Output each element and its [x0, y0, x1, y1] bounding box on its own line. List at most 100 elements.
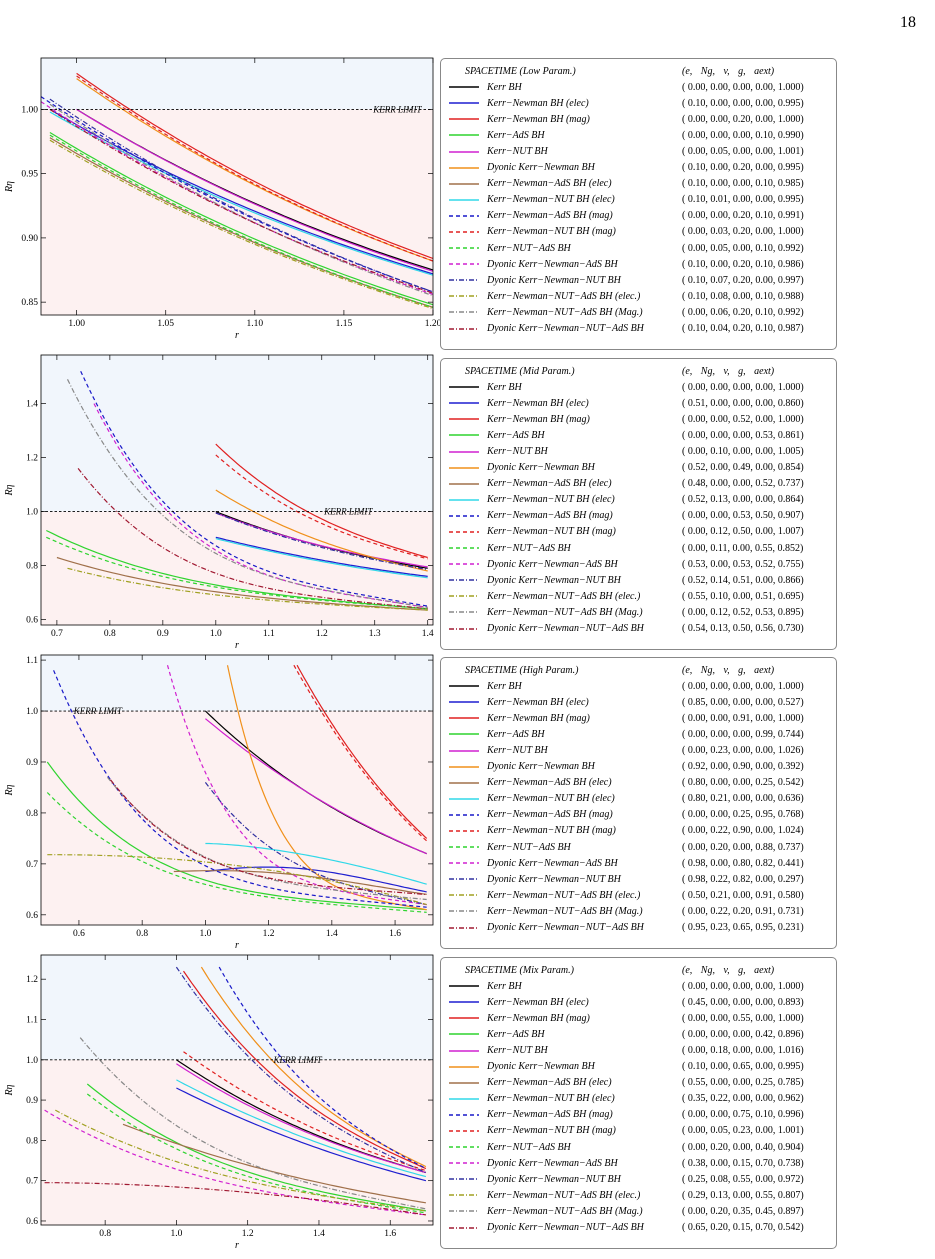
legend-entry-name: Kerr−Newman−NUT−AdS BH (Mag.): [487, 306, 643, 318]
legend-entry-name: Kerr−NUT BH: [487, 146, 548, 158]
y-tick-label: 0.90: [21, 234, 38, 244]
legend-entry-params: ( 0.85, 0.00, 0.00, 0.00, 0.527): [682, 696, 804, 708]
legend-entry: Kerr BH ( 0.00, 0.00, 0.00, 0.00, 1.000): [447, 79, 830, 95]
legend-entry-params: ( 0.00, 0.00, 0.52, 0.00, 1.000): [682, 413, 804, 425]
legend-entry-params: ( 0.10, 0.01, 0.00, 0.00, 0.995): [682, 194, 804, 206]
x-tick-label: 1.4: [422, 629, 434, 639]
legend-entry-params: ( 0.45, 0.00, 0.00, 0.00, 0.893): [682, 996, 804, 1008]
legend-entry-name: Kerr−NUT−AdS BH: [487, 242, 571, 254]
legend-swatch: [449, 327, 479, 330]
series-line: [49, 139, 433, 310]
legend-swatch: [449, 263, 479, 265]
series-line: [215, 536, 428, 577]
legend-swatch: [449, 1082, 479, 1084]
legend-entry: Dyonic Kerr−Newman BH ( 0.52, 0.00, 0.49,…: [447, 460, 830, 476]
legend-entry-name: Kerr−Newman−AdS BH (mag): [487, 510, 613, 522]
legend-swatch: [449, 1098, 479, 1100]
legend-swatch: [449, 765, 479, 768]
legend-swatch: [449, 830, 479, 832]
x-tick-label: 1.4: [326, 929, 338, 939]
legend-swatch: [449, 531, 479, 533]
legend-entry-name: Kerr−Newman−NUT BH (elec): [487, 194, 615, 206]
x-tick-label: 1.6: [389, 929, 401, 939]
legend-entry-name: Kerr−AdS BH: [487, 129, 545, 141]
legend-entry-name: Kerr−Newman BH (mag): [487, 1012, 590, 1024]
series-line: [86, 1093, 426, 1214]
legend-swatch: [449, 627, 479, 630]
series-line: [215, 454, 428, 560]
legend-entry-name: Dyonic Kerr−Newman−AdS BH: [487, 258, 618, 270]
legend-entry-name: Dyonic Kerr−Newman−AdS BH: [487, 1157, 618, 1169]
series-line: [122, 1123, 426, 1204]
legend-entry: Kerr−NUT BH ( 0.00, 0.10, 0.00, 0.00, 1.0…: [447, 443, 830, 459]
kerr-limit-label: KERR LIMIT: [323, 507, 373, 517]
legend-entry: Kerr−NUT BH ( 0.00, 0.23, 0.00, 0.00, 1.0…: [447, 742, 830, 758]
legend-entry: Kerr BH ( 0.00, 0.00, 0.00, 0.00, 1.000): [447, 678, 830, 694]
y-tick-label: 0.6: [26, 911, 38, 921]
x-tick-label: 1.3: [369, 629, 381, 639]
legend-entry: Kerr−Newman−AdS BH (elec) ( 0.48, 0.00, 0…: [447, 476, 830, 492]
legend-box: SPACETIME (Low Param.) (e, Ng, v, g, aext…: [440, 58, 837, 350]
legend-entry: Dyonic Kerr−Newman−AdS BH ( 0.38, 0.00, 0…: [447, 1155, 830, 1171]
x-tick-label: 1.4: [313, 1229, 325, 1239]
legend-entry-params: ( 0.48, 0.00, 0.00, 0.52, 0.737): [682, 478, 804, 490]
legend-entry: Kerr−Newman BH (mag) ( 0.00, 0.00, 0.52, …: [447, 411, 830, 427]
legend-entry-name: Dyonic Kerr−Newman−NUT BH: [487, 873, 621, 885]
legend-swatch: [449, 215, 479, 217]
legend-swatch: [449, 1033, 479, 1036]
x-tick-label: 1.05: [157, 319, 174, 329]
series-line: [218, 966, 427, 1170]
series-line: [46, 536, 428, 610]
legend-swatch: [449, 1194, 479, 1197]
series-line: [86, 1083, 427, 1212]
y-tick-label: 1.0: [26, 508, 38, 518]
legend-value-header: (e, Ng, v, g, aext): [682, 664, 775, 676]
x-tick-label: 1.20: [425, 319, 442, 329]
x-axis-label: r: [235, 1240, 239, 1251]
legend-swatch: [449, 247, 479, 249]
x-tick-label: 1.1: [263, 629, 275, 639]
legend-entry: Kerr−Newman−NUT BH (mag) ( 0.00, 0.03, 0.…: [447, 224, 830, 240]
series-line: [205, 866, 427, 893]
plot-frame: [40, 57, 434, 316]
legend-entry: Kerr−Newman−NUT BH (mag) ( 0.00, 0.05, 0.…: [447, 1123, 830, 1139]
legend-entry: Kerr−Newman−AdS BH (mag) ( 0.00, 0.00, 0.…: [447, 807, 830, 823]
legend-entry: Kerr−Newman−NUT−AdS BH (Mag.) ( 0.00, 0.1…: [447, 604, 830, 620]
y-tick-label: 1.1: [26, 1015, 38, 1025]
legend-swatch: [449, 910, 479, 913]
legend-entry-params: ( 0.52, 0.00, 0.49, 0.00, 0.854): [682, 462, 804, 474]
region-above-kerr-limit: [41, 655, 433, 712]
legend-entry-params: ( 0.00, 0.22, 0.90, 0.00, 1.024): [682, 825, 804, 837]
legend-entry-name: Kerr−Newman−NUT BH (elec): [487, 494, 615, 506]
x-tick-label: 1.2: [316, 629, 328, 639]
chart-panel-1: KERR LIMIT 1.00 1.05 1.10 1.15 1.20 0.85 0.90 0.…: [4, 57, 442, 341]
legend-entry: Kerr BH ( 0.00, 0.00, 0.00, 0.00, 1.000): [447, 379, 830, 395]
legend-swatch: [449, 515, 479, 517]
legend-swatch: [449, 150, 479, 153]
legend-entry-name: Dyonic Kerr−Newman−NUT−AdS BH: [487, 922, 644, 934]
legend-title: SPACETIME (Mix Param.): [465, 964, 574, 976]
legend-entry: Kerr−NUT BH ( 0.00, 0.05, 0.00, 0.00, 1.0…: [447, 143, 830, 159]
legend-entry-name: Kerr−NUT−AdS BH: [487, 841, 571, 853]
legend-entry-params: ( 0.25, 0.08, 0.55, 0.00, 0.972): [682, 1173, 804, 1185]
legend-entry: Dyonic Kerr−Newman−NUT−AdS BH ( 0.54, 0.1…: [447, 621, 830, 637]
legend-entry-name: Kerr BH: [487, 980, 522, 992]
legend-entry: Kerr BH ( 0.00, 0.00, 0.00, 0.00, 1.000): [447, 978, 830, 994]
legend-swatch: [449, 118, 479, 121]
legend-entry-params: ( 0.00, 0.20, 0.00, 0.88, 0.737): [682, 841, 804, 853]
series-line: [183, 970, 427, 1170]
legend-swatch: [449, 231, 479, 233]
legend-entry-params: ( 0.00, 0.05, 0.00, 0.10, 0.992): [682, 242, 804, 254]
legend-entry: Kerr−AdS BH ( 0.00, 0.00, 0.00, 0.53, 0.8…: [447, 427, 830, 443]
legend-entry: Kerr−Newman BH (mag) ( 0.00, 0.00, 0.91, …: [447, 710, 830, 726]
y-tick-label: 0.85: [21, 298, 38, 308]
legend-entry-name: Dyonic Kerr−Newman−NUT−AdS BH: [487, 1222, 644, 1234]
legend-entry-name: Kerr BH: [487, 680, 522, 692]
legend-swatch: [449, 926, 479, 929]
legend-entry-params: ( 0.00, 0.20, 0.35, 0.45, 0.897): [682, 1205, 804, 1217]
legend-entry-name: Dyonic Kerr−Newman−NUT−AdS BH: [487, 323, 644, 335]
legend-box: SPACETIME (Mix Param.) (e, Ng, v, g, aext…: [440, 957, 837, 1249]
legend-entry-name: Kerr−NUT BH: [487, 745, 548, 757]
kerr-limit-label: KERR LIMIT: [73, 706, 123, 716]
series-line: [205, 718, 427, 855]
